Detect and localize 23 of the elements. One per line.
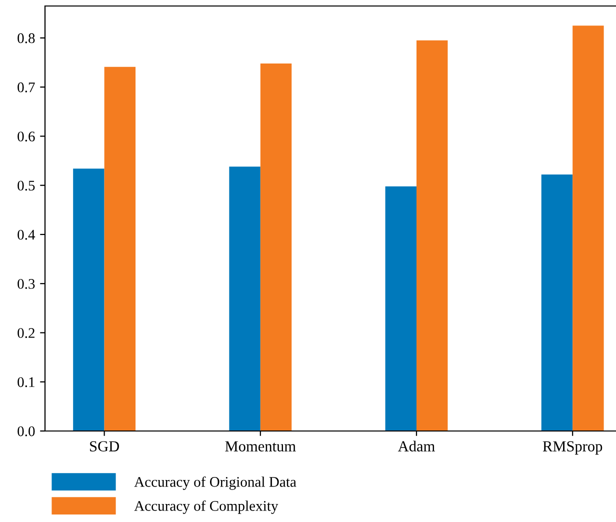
x-tick-label: Momentum	[225, 441, 296, 452]
bar	[541, 174, 573, 431]
bar	[104, 66, 136, 431]
y-tick-label: 0.8	[18, 33, 35, 44]
legend-label: Accuracy of Complexity	[134, 500, 278, 514]
legend-label: Accuracy of Origional Data	[134, 476, 296, 490]
y-tick-label: 0.0	[18, 426, 35, 436]
bar	[229, 166, 260, 431]
y-tick-label: 0.4	[18, 230, 36, 240]
bar	[73, 168, 104, 431]
x-tick-label: RMSprop	[542, 441, 602, 455]
x-tick-label: SGD	[90, 441, 119, 452]
y-tick-label: 0.1	[18, 377, 34, 388]
y-tick-label: 0.2	[18, 328, 34, 338]
bar	[260, 63, 292, 431]
bar	[416, 40, 448, 431]
x-tick-label: Adam	[398, 440, 435, 452]
y-tick-label: 0.5	[18, 180, 35, 191]
bar	[572, 26, 604, 431]
bar	[385, 186, 416, 431]
y-tick-label: 0.7	[18, 82, 35, 92]
y-tick-label: 0.3	[18, 278, 35, 289]
y-tick-label: 0.6	[18, 132, 35, 142]
